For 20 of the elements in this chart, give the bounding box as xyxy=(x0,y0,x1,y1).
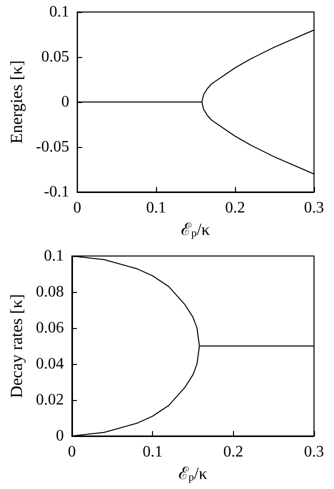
y-tick-label: 0.1 xyxy=(49,4,70,20)
y-tick-label: 0.02 xyxy=(36,392,64,408)
y-tick-label: -0.05 xyxy=(36,138,70,156)
y-tick-label: 0.06 xyxy=(36,320,64,336)
y-tick-label: 0.04 xyxy=(36,356,64,372)
y-tick-label: 0 xyxy=(56,428,64,444)
x-tick-label: 0.2 xyxy=(225,200,246,216)
x-tick-label: 0.3 xyxy=(304,444,324,460)
x-tick-label: 0.1 xyxy=(142,444,163,460)
x-tick-label: 0.1 xyxy=(146,200,166,216)
y-tick-label: -0.1 xyxy=(44,184,70,200)
y-axis-title: Decay rates [κ] xyxy=(7,294,26,398)
y-tick-label: 0.05 xyxy=(41,48,70,66)
y-tick-label: 0.1 xyxy=(44,248,64,264)
x-tick-label: 0.2 xyxy=(223,444,244,460)
y-axis-title: Energies [κ] xyxy=(7,60,26,144)
x-tick-label: 0.3 xyxy=(304,200,324,216)
y-tick-label: 0.08 xyxy=(36,284,64,300)
x-tick-label: 0 xyxy=(73,200,82,216)
y-tick-label: 0 xyxy=(61,94,70,110)
